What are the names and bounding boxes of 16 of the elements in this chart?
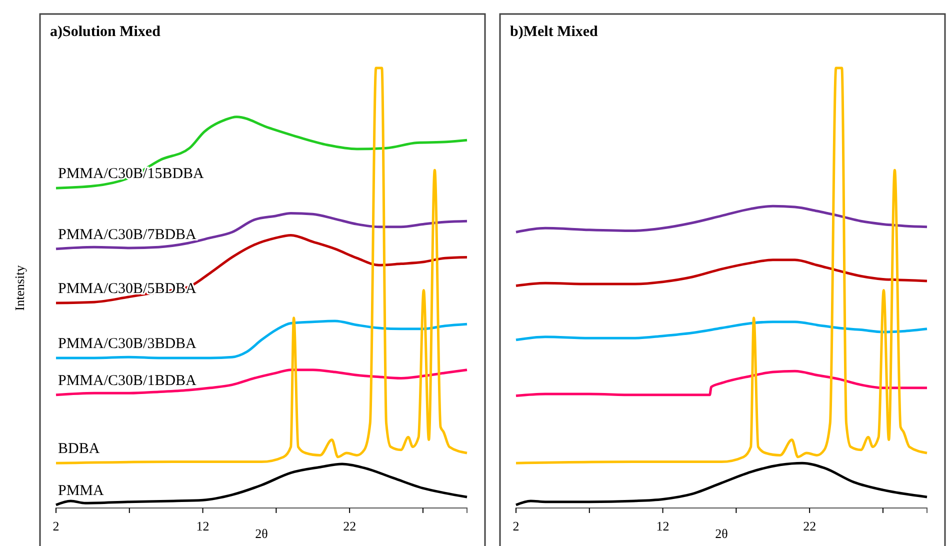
x-axis-title: 2θ xyxy=(715,526,728,541)
series-label: PMMA/C30B/7BDBA xyxy=(58,226,197,243)
chart-title: b)Melt Mixed xyxy=(510,24,599,40)
series-label: PMMA/C30B/3BDBA xyxy=(58,336,197,352)
x-tick-label: 12 xyxy=(196,518,210,534)
y-axis-title: Intensity xyxy=(12,264,27,311)
series-label: BDBA xyxy=(58,441,100,458)
chart-title: a)Solution Mixed xyxy=(50,24,162,40)
x-tick-label: 2 xyxy=(52,518,60,534)
series-label: PMMA/C30B/1BDBA xyxy=(58,372,197,389)
x-axis-title: 2θ xyxy=(255,526,268,541)
x-tick-label: 22 xyxy=(343,518,356,534)
x-tick-label: 22 xyxy=(803,518,816,534)
series-label: PMMA xyxy=(58,482,104,499)
x-tick-label: 12 xyxy=(656,518,670,534)
x-tick-label: 2 xyxy=(512,518,520,534)
